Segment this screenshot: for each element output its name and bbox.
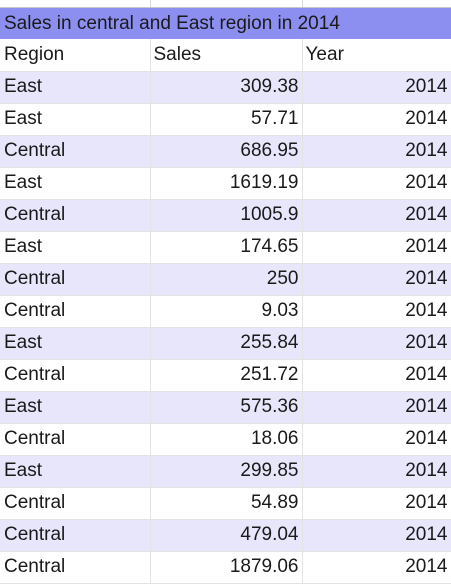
- table-row: Central 18.06 2014: [0, 423, 451, 456]
- sales-cell[interactable]: 575.36: [150, 390, 303, 424]
- column-divider: [302, 0, 303, 7]
- year-cell[interactable]: 2014: [302, 359, 451, 392]
- header-sales-cell[interactable]: Sales: [150, 39, 303, 72]
- header-region-cell[interactable]: Region: [0, 39, 151, 72]
- sales-cell[interactable]: 479.04: [150, 518, 303, 552]
- table-row: Central 9.03 2014: [0, 295, 451, 328]
- region-cell[interactable]: East: [0, 103, 151, 136]
- region-cell[interactable]: East: [0, 454, 151, 488]
- year-cell[interactable]: 2014: [302, 295, 451, 328]
- year-cell[interactable]: 2014: [302, 198, 451, 232]
- table-row: East 57.71 2014: [0, 103, 451, 136]
- year-cell[interactable]: 2014: [302, 70, 451, 104]
- data-grid: Region Sales Year East 309.38 2014 East 57.7…: [0, 39, 451, 584]
- column-header-strip: [0, 0, 451, 7]
- table-row: Central 1879.06 2014: [0, 551, 451, 584]
- sales-cell[interactable]: 1005.9: [150, 198, 303, 232]
- region-cell[interactable]: Central: [0, 198, 151, 232]
- region-cell[interactable]: East: [0, 231, 151, 264]
- year-cell[interactable]: 2014: [302, 390, 451, 424]
- year-cell[interactable]: 2014: [302, 167, 451, 200]
- region-cell[interactable]: East: [0, 326, 151, 360]
- sales-cell[interactable]: 57.71: [150, 103, 303, 136]
- region-cell[interactable]: Central: [0, 487, 151, 520]
- year-cell[interactable]: 2014: [302, 262, 451, 296]
- table-title-row[interactable]: Sales in central and East region in 2014: [0, 7, 451, 39]
- year-cell[interactable]: 2014: [302, 423, 451, 456]
- sales-cell[interactable]: 686.95: [150, 134, 303, 168]
- table-row: Central 1005.9 2014: [0, 198, 451, 232]
- table-row: East 1619.19 2014: [0, 167, 451, 200]
- region-cell[interactable]: East: [0, 390, 151, 424]
- table-row: Central 251.72 2014: [0, 359, 451, 392]
- column-divider: [150, 0, 151, 7]
- sales-cell[interactable]: 250: [150, 262, 303, 296]
- sales-cell[interactable]: 174.65: [150, 231, 303, 264]
- year-cell[interactable]: 2014: [302, 487, 451, 520]
- sales-cell[interactable]: 1879.06: [150, 551, 303, 584]
- table-row: East 309.38 2014: [0, 70, 451, 104]
- sales-cell[interactable]: 309.38: [150, 70, 303, 104]
- year-cell[interactable]: 2014: [302, 103, 451, 136]
- table-row: Central 479.04 2014: [0, 518, 451, 552]
- header-row: Region Sales Year: [0, 39, 451, 72]
- table-row: East 174.65 2014: [0, 231, 451, 264]
- sales-cell[interactable]: 1619.19: [150, 167, 303, 200]
- year-cell[interactable]: 2014: [302, 551, 451, 584]
- year-cell[interactable]: 2014: [302, 134, 451, 168]
- table-title: Sales in central and East region in 2014: [4, 13, 340, 34]
- sales-cell[interactable]: 255.84: [150, 326, 303, 360]
- sales-cell[interactable]: 251.72: [150, 359, 303, 392]
- region-cell[interactable]: Central: [0, 551, 151, 584]
- region-cell[interactable]: East: [0, 70, 151, 104]
- region-cell[interactable]: Central: [0, 262, 151, 296]
- region-cell[interactable]: East: [0, 167, 151, 200]
- table-row: Central 686.95 2014: [0, 134, 451, 168]
- year-cell[interactable]: 2014: [302, 454, 451, 488]
- table-row: Central 250 2014: [0, 262, 451, 296]
- header-year-cell[interactable]: Year: [302, 39, 451, 72]
- sales-cell[interactable]: 299.85: [150, 454, 303, 488]
- region-cell[interactable]: Central: [0, 518, 151, 552]
- region-cell[interactable]: Central: [0, 295, 151, 328]
- sales-cell[interactable]: 18.06: [150, 423, 303, 456]
- year-cell[interactable]: 2014: [302, 231, 451, 264]
- table-row: East 255.84 2014: [0, 326, 451, 360]
- year-cell[interactable]: 2014: [302, 518, 451, 552]
- table-row: East 299.85 2014: [0, 454, 451, 488]
- region-cell[interactable]: Central: [0, 359, 151, 392]
- sales-cell[interactable]: 54.89: [150, 487, 303, 520]
- table-row: East 575.36 2014: [0, 390, 451, 424]
- region-cell[interactable]: Central: [0, 423, 151, 456]
- region-cell[interactable]: Central: [0, 134, 151, 168]
- table-row: Central 54.89 2014: [0, 487, 451, 520]
- year-cell[interactable]: 2014: [302, 326, 451, 360]
- sales-cell[interactable]: 9.03: [150, 295, 303, 328]
